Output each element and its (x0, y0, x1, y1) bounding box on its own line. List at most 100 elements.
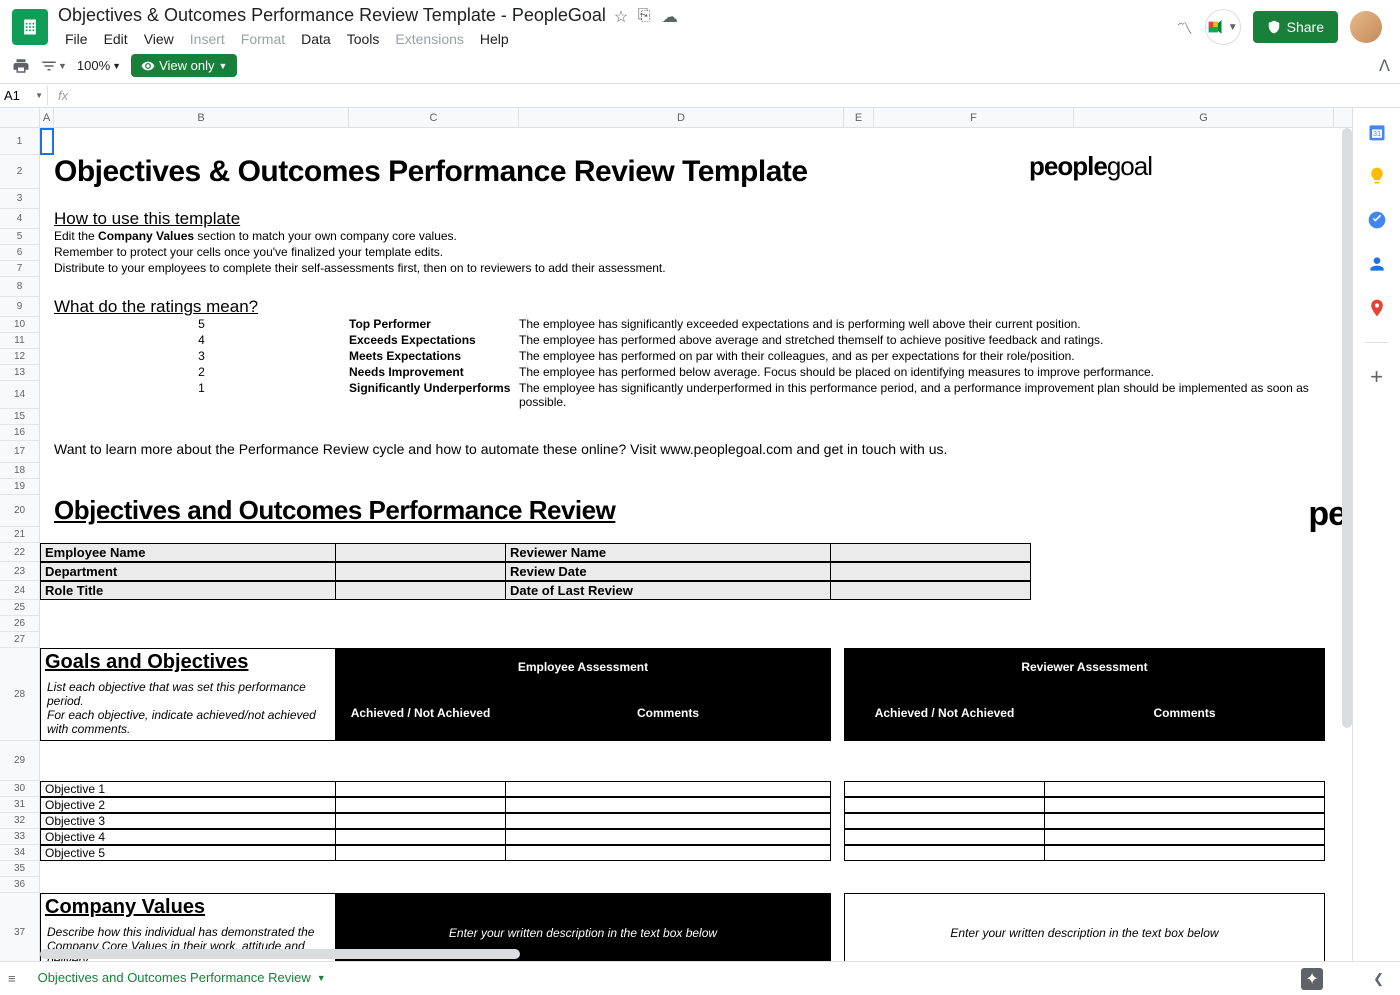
row-header[interactable]: 35 (0, 861, 40, 877)
contacts-icon[interactable] (1367, 254, 1387, 274)
row-header[interactable]: 6 (0, 245, 40, 261)
star-icon[interactable]: ☆ (614, 7, 630, 23)
filter-icon[interactable]: ▼ (40, 57, 67, 75)
sheet-tab[interactable]: Objectives and Outcomes Performance Revi… (26, 964, 338, 993)
menu-insert[interactable]: Insert (183, 28, 232, 50)
row-header[interactable]: 29 (0, 741, 40, 781)
sheet-tabs-bar: ≡ Objectives and Outcomes Performance Re… (0, 961, 1400, 995)
print-icon[interactable] (12, 57, 30, 75)
row-header[interactable]: 10 (0, 317, 40, 333)
rating-number: 3 (54, 349, 349, 365)
row-header[interactable]: 21 (0, 527, 40, 543)
col-E[interactable]: E (844, 108, 874, 127)
svg-text:31: 31 (1372, 129, 1380, 138)
row-header[interactable]: 24 (0, 581, 40, 600)
calendar-icon[interactable]: 31 (1367, 122, 1387, 142)
keep-icon[interactable] (1367, 166, 1387, 186)
row-header[interactable]: 26 (0, 616, 40, 632)
name-box[interactable]: A1▼ (0, 86, 48, 105)
col-D[interactable]: D (519, 108, 844, 127)
row-header[interactable]: 11 (0, 333, 40, 349)
row-header[interactable]: 27 (0, 632, 40, 648)
trend-icon[interactable]: 〽 (1177, 15, 1193, 39)
select-all-corner[interactable] (0, 108, 40, 127)
row-header[interactable]: 17 (0, 441, 40, 463)
cloud-icon[interactable]: ☁ (662, 7, 678, 23)
row-header[interactable]: 16 (0, 425, 40, 441)
rating-label: Significantly Underperforms (349, 381, 519, 409)
menu-extensions[interactable]: Extensions (388, 28, 470, 50)
objective-label: Objective 4 (41, 830, 336, 845)
row-header[interactable]: 28 (0, 648, 40, 741)
move-icon[interactable]: ⎘ (638, 7, 654, 23)
add-addon-icon[interactable]: + (1367, 367, 1387, 387)
row-header[interactable]: 3 (0, 189, 40, 209)
row-header[interactable]: 15 (0, 409, 40, 425)
row-header[interactable]: 30 (0, 781, 40, 797)
contact-line: Want to learn more about the Performance… (40, 441, 1352, 463)
meet-button[interactable]: ▼ (1205, 9, 1241, 45)
menu-data[interactable]: Data (294, 28, 338, 50)
row-header[interactable]: 1 (0, 128, 40, 155)
explore-button[interactable]: ✦ (1301, 968, 1323, 990)
col-A[interactable]: A (40, 108, 54, 127)
page-title: Objectives & Outcomes Performance Review… (54, 155, 808, 188)
row-header[interactable]: 18 (0, 463, 40, 479)
col-B[interactable]: B (54, 108, 349, 127)
row-header[interactable]: 19 (0, 479, 40, 495)
menu-format[interactable]: Format (234, 28, 292, 50)
howto-heading: How to use this template (54, 209, 240, 228)
row-header[interactable]: 13 (0, 365, 40, 381)
vertical-scrollbar[interactable] (1342, 128, 1352, 728)
menu-bar: File Edit View Insert Format Data Tools … (58, 26, 1177, 50)
row-header[interactable]: 37 (0, 893, 40, 961)
row-header[interactable]: 32 (0, 813, 40, 829)
rev-assessment-header: Reviewer Assessment (845, 649, 1325, 685)
share-button[interactable]: Share (1253, 11, 1338, 43)
row-header[interactable]: 22 (0, 543, 40, 562)
row-header[interactable]: 9 (0, 297, 40, 317)
row-header[interactable]: 34 (0, 845, 40, 861)
col-C[interactable]: C (349, 108, 519, 127)
info-dept: Department (41, 563, 336, 581)
chevron-down-icon: ▼ (317, 973, 326, 983)
row-header[interactable]: 20 (0, 495, 40, 527)
row-header[interactable]: 23 (0, 562, 40, 581)
row-header[interactable]: 31 (0, 797, 40, 813)
objective-row: Objective 5 (40, 845, 1325, 861)
tasks-icon[interactable] (1367, 210, 1387, 230)
row-header[interactable]: 8 (0, 277, 40, 297)
zoom-selector[interactable]: 100% ▼ (77, 58, 121, 73)
col-F[interactable]: F (874, 108, 1074, 127)
menu-tools[interactable]: Tools (340, 28, 387, 50)
row-header[interactable]: 25 (0, 600, 40, 616)
menu-view[interactable]: View (137, 28, 181, 50)
howto-line3: Distribute to your employees to complete… (40, 261, 1352, 277)
all-sheets-icon[interactable]: ≡ (8, 971, 16, 986)
row-header[interactable]: 2 (0, 155, 40, 189)
row-header[interactable]: 33 (0, 829, 40, 845)
maps-icon[interactable] (1367, 298, 1387, 318)
brand-logo: peoplegoal (1029, 151, 1152, 182)
row-header[interactable]: 4 (0, 209, 40, 229)
side-panel-toggle-icon[interactable]: ❮ (1373, 971, 1384, 987)
horizontal-scrollbar[interactable] (40, 949, 520, 959)
view-only-badge[interactable]: View only ▼ (131, 54, 237, 77)
goals-header-table: Goals and Objectives List each objective… (40, 648, 1325, 741)
emp-assessment-header: Employee Assessment (336, 649, 831, 685)
menu-file[interactable]: File (58, 28, 95, 50)
col-G[interactable]: G (1074, 108, 1334, 127)
row-header[interactable]: 12 (0, 349, 40, 365)
user-avatar[interactable] (1350, 11, 1382, 43)
row-header[interactable]: 5 (0, 229, 40, 245)
menu-help[interactable]: Help (473, 28, 516, 50)
menu-edit[interactable]: Edit (97, 28, 135, 50)
document-title[interactable]: Objectives & Outcomes Performance Review… (58, 5, 606, 26)
row-header[interactable]: 14 (0, 381, 40, 409)
sheets-app-icon[interactable] (12, 9, 48, 45)
row-header[interactable]: 36 (0, 877, 40, 893)
row-header[interactable]: 7 (0, 261, 40, 277)
collapse-toolbar-icon[interactable]: ᐱ (1379, 56, 1390, 76)
spreadsheet-grid[interactable]: A B C D E F G 1 2 Objectives & Outcomes … (0, 108, 1352, 961)
rev-achieved-header: Achieved / Not Achieved (845, 706, 1045, 720)
